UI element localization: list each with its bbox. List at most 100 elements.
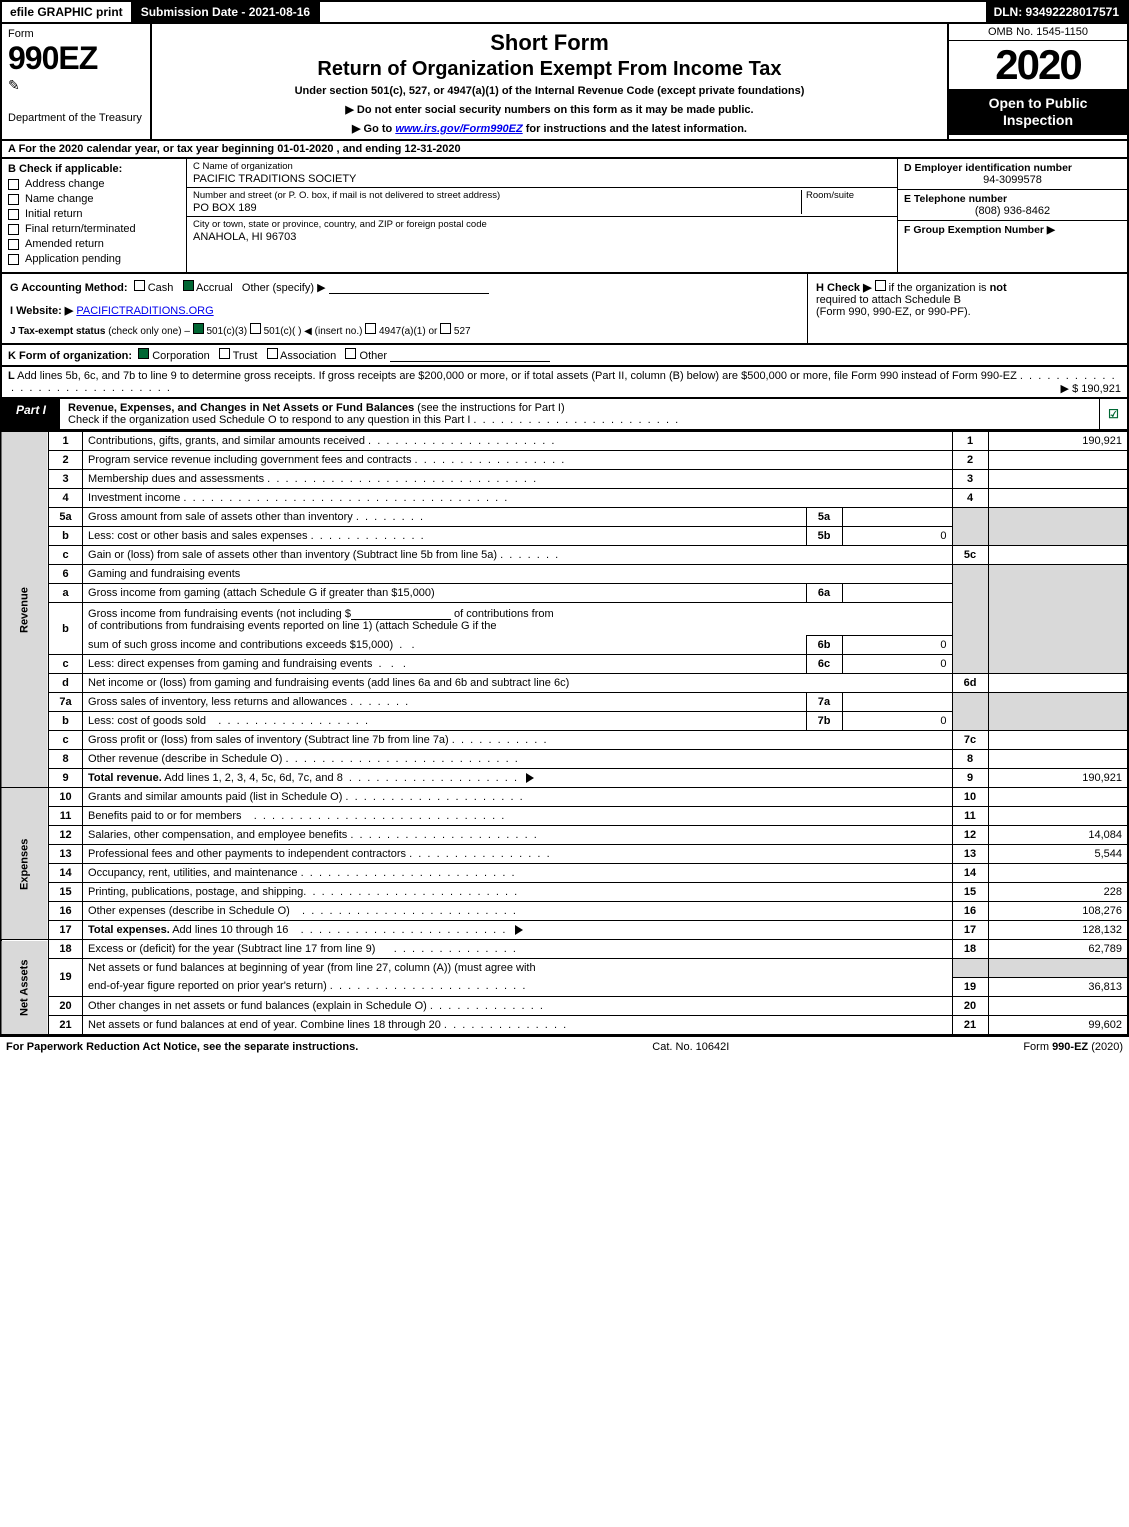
- c-city-lbl: City or town, state or province, country…: [193, 219, 891, 230]
- amt-9: 190,921: [988, 769, 1128, 788]
- line-20: 20 Other changes in net assets or fund b…: [1, 996, 1128, 1015]
- footer-left: For Paperwork Reduction Act Notice, see …: [6, 1041, 358, 1053]
- line-7a: 7a Gross sales of inventory, less return…: [1, 693, 1128, 712]
- chk-4947[interactable]: [365, 323, 376, 334]
- line-8: 8 Other revenue (describe in Schedule O)…: [1, 750, 1128, 769]
- page-footer: For Paperwork Reduction Act Notice, see …: [0, 1036, 1129, 1057]
- line-6: 6 Gaming and fundraising events: [1, 565, 1128, 584]
- header-right: OMB No. 1545-1150 2020 Open to Public In…: [947, 24, 1127, 139]
- line-16: 16 Other expenses (describe in Schedule …: [1, 902, 1128, 921]
- line-17: 17 Total expenses. Add lines 10 through …: [1, 921, 1128, 940]
- subhead: Under section 501(c), 527, or 4947(a)(1)…: [162, 85, 937, 97]
- line-21: 21 Net assets or fund balances at end of…: [1, 1015, 1128, 1035]
- chk-h[interactable]: [875, 280, 886, 291]
- c-street-val: PO BOX 189: [193, 202, 801, 214]
- chk-501c3[interactable]: [193, 323, 204, 334]
- chk-501c[interactable]: [250, 323, 261, 334]
- netassets-vlabel: Net Assets: [1, 940, 49, 1035]
- header-left: Form 990EZ ✎ Department of the Treasury: [2, 24, 152, 139]
- arrow-line-2: ▶ Go to www.irs.gov/Form990EZ for instru…: [162, 122, 937, 135]
- chk-assoc[interactable]: [267, 348, 278, 359]
- form-header: Form 990EZ ✎ Department of the Treasury …: [0, 24, 1129, 141]
- revenue-vlabel: Revenue: [1, 432, 49, 788]
- gh-row: G Accounting Method: Cash Accrual Other …: [0, 274, 1129, 345]
- line-2: 2 Program service revenue including gove…: [1, 451, 1128, 470]
- line-5c: c Gain or (loss) from sale of assets oth…: [1, 546, 1128, 565]
- header-center: Short Form Return of Organization Exempt…: [152, 24, 947, 139]
- i-lbl: I Website: ▶: [10, 305, 73, 317]
- block-bcdef: B Check if applicable: Address change Na…: [0, 159, 1129, 274]
- c-city-val: ANAHOLA, HI 96703: [193, 231, 891, 243]
- amt-1: 190,921: [988, 432, 1128, 451]
- line-19-top: 19 Net assets or fund balances at beginn…: [1, 959, 1128, 978]
- col-c: C Name of organization PACIFIC TRADITION…: [187, 159, 897, 272]
- irs-link[interactable]: www.irs.gov/Form990EZ: [395, 123, 522, 135]
- c-street-lbl: Number and street (or P. O. box, if mail…: [193, 190, 801, 201]
- h-schedule-b: H Check ▶ if the organization is not if …: [807, 274, 1127, 343]
- submission-date: Submission Date - 2021-08-16: [133, 2, 320, 22]
- form-word: Form: [8, 28, 144, 40]
- line-18: Net Assets 18 Excess or (deficit) for th…: [1, 940, 1128, 959]
- line-15: 15 Printing, publications, postage, and …: [1, 883, 1128, 902]
- form-number: 990EZ: [8, 40, 144, 77]
- top-bar: efile GRAPHIC print Submission Date - 20…: [0, 0, 1129, 24]
- c-name-lbl: C Name of organization: [193, 161, 891, 172]
- chk-corp[interactable]: [138, 348, 149, 359]
- chk-address-change[interactable]: Address change: [8, 178, 180, 190]
- part1-tag: Part I: [2, 399, 60, 429]
- part1-header: Part I Revenue, Expenses, and Changes in…: [0, 399, 1129, 431]
- website-link[interactable]: PACIFICTRADITIONS.ORG: [76, 305, 213, 317]
- c-name-row: C Name of organization PACIFIC TRADITION…: [187, 159, 897, 188]
- title-short-form: Short Form: [162, 30, 937, 56]
- col-def: D Employer identification number 94-3099…: [897, 159, 1127, 272]
- line-9: 9 Total revenue. Add lines 1, 2, 3, 4, 5…: [1, 769, 1128, 788]
- line-13: 13 Professional fees and other payments …: [1, 845, 1128, 864]
- dln-label: DLN: 93492228017571: [986, 2, 1127, 22]
- line-4: 4 Investment income . . . . . . . . . . …: [1, 489, 1128, 508]
- other-org-input[interactable]: [390, 348, 550, 362]
- line-10: Expenses 10 Grants and similar amounts p…: [1, 788, 1128, 807]
- c-room-lbl: Room/suite: [806, 190, 891, 201]
- chk-name-change[interactable]: Name change: [8, 193, 180, 205]
- chk-trust[interactable]: [219, 348, 230, 359]
- dept-label: Department of the Treasury: [8, 112, 144, 124]
- line-1: Revenue 1 Contributions, gifts, grants, …: [1, 432, 1128, 451]
- line-19-bot: end-of-year figure reported on prior yea…: [1, 977, 1128, 996]
- efile-label[interactable]: efile GRAPHIC print: [2, 2, 133, 22]
- g-accounting: G Accounting Method: Cash Accrual Other …: [2, 274, 807, 343]
- chk-application-pending[interactable]: Application pending: [8, 253, 180, 265]
- b-label: B Check if applicable:: [8, 163, 180, 175]
- tax-year: 2020: [949, 41, 1127, 89]
- d-ein: D Employer identification number 94-3099…: [898, 159, 1127, 190]
- e-phone: E Telephone number (808) 936-8462: [898, 190, 1127, 221]
- k-row: K Form of organization: Corporation Trus…: [0, 345, 1129, 367]
- other-specify-input[interactable]: [329, 280, 489, 294]
- fundraising-amount-input[interactable]: [351, 606, 451, 620]
- chk-accrual[interactable]: [183, 280, 194, 291]
- footer-cat: Cat. No. 10642I: [652, 1041, 729, 1053]
- part1-title: Revenue, Expenses, and Changes in Net As…: [60, 399, 1099, 429]
- line-7c: c Gross profit or (loss) from sales of i…: [1, 731, 1128, 750]
- row-a-taxyear: A For the 2020 calendar year, or tax yea…: [0, 141, 1129, 159]
- line-14: 14 Occupancy, rent, utilities, and maint…: [1, 864, 1128, 883]
- line-12: 12 Salaries, other compensation, and emp…: [1, 826, 1128, 845]
- chk-initial-return[interactable]: Initial return: [8, 208, 180, 220]
- line-11: 11 Benefits paid to or for members . . .…: [1, 807, 1128, 826]
- chk-final-return[interactable]: Final return/terminated: [8, 223, 180, 235]
- chk-other-org[interactable]: [345, 348, 356, 359]
- c-name-val: PACIFIC TRADITIONS SOCIETY: [193, 173, 891, 185]
- c-city-row: City or town, state or province, country…: [187, 217, 897, 272]
- part1-schedule-o-check[interactable]: ☑: [1099, 399, 1127, 429]
- top-spacer: [320, 2, 985, 22]
- line-3: 3 Membership dues and assessments . . . …: [1, 470, 1128, 489]
- chk-cash[interactable]: [134, 280, 145, 291]
- line-5a: 5a Gross amount from sale of assets othe…: [1, 508, 1128, 527]
- chk-527[interactable]: [440, 323, 451, 334]
- arrow-line-1: ▶ Do not enter social security numbers o…: [162, 103, 937, 116]
- line-6d: d Net income or (loss) from gaming and f…: [1, 674, 1128, 693]
- c-street-row: Number and street (or P. O. box, if mail…: [187, 188, 897, 217]
- title-return: Return of Organization Exempt From Incom…: [162, 58, 937, 81]
- l-amount: ▶ $ 190,921: [1061, 382, 1121, 395]
- part1-table: Revenue 1 Contributions, gifts, grants, …: [0, 431, 1129, 1036]
- chk-amended-return[interactable]: Amended return: [8, 238, 180, 250]
